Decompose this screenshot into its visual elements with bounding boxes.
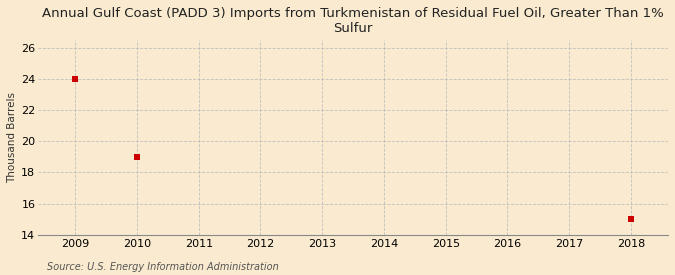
Point bbox=[132, 155, 142, 159]
Y-axis label: Thousand Barrels: Thousand Barrels bbox=[7, 92, 17, 183]
Point bbox=[626, 217, 637, 221]
Point bbox=[70, 77, 80, 81]
Text: Source: U.S. Energy Information Administration: Source: U.S. Energy Information Administ… bbox=[47, 262, 279, 272]
Title: Annual Gulf Coast (PADD 3) Imports from Turkmenistan of Residual Fuel Oil, Great: Annual Gulf Coast (PADD 3) Imports from … bbox=[43, 7, 664, 35]
